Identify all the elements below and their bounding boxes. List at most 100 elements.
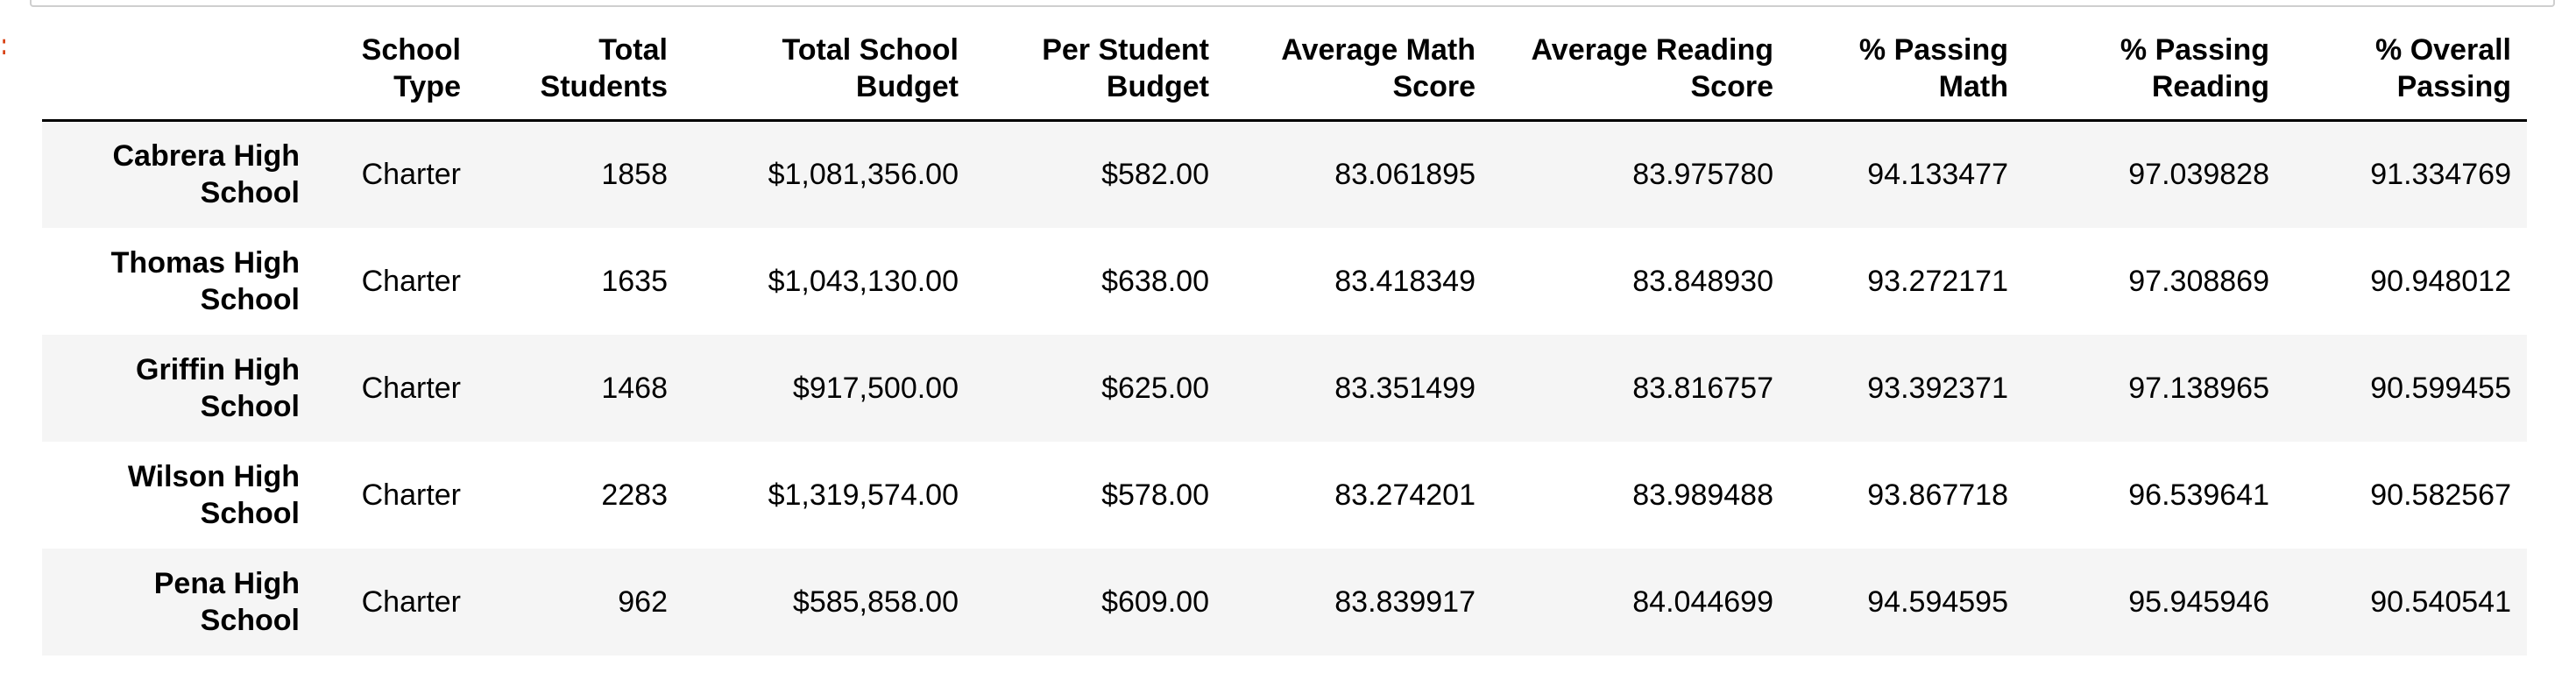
table-cell: $578.00: [1101, 478, 1209, 512]
table-cell: 97.308869: [2128, 264, 2269, 298]
table-cell: 1858: [601, 158, 668, 192]
table-header: School Type Total Students Total School …: [42, 32, 2527, 122]
row-index-school-name: Wilson High School: [42, 442, 315, 549]
table-cell: 95.945946: [2128, 584, 2269, 619]
column-header-line: Per Student: [1042, 33, 1209, 67]
table-cell: 83.848930: [1632, 264, 1773, 298]
column-header-line: Reading: [2151, 70, 2269, 103]
row-index-school-name: Cabrera High School: [42, 121, 315, 228]
column-header-line: Budget: [855, 70, 959, 103]
table-body: Cabrera High School Charter 1858 $1,081,…: [42, 120, 2527, 655]
column-header-passing-math: % Passing Math: [1789, 32, 2024, 122]
table-cell: 93.392371: [1867, 371, 2008, 405]
table-cell: 1468: [601, 371, 668, 405]
output-prompt-marker: :: [0, 32, 5, 58]
table-cell: 94.594595: [1867, 584, 2008, 619]
column-header-line: Budget: [1106, 70, 1209, 103]
table-cell: $582.00: [1101, 158, 1209, 192]
table-cell: Charter: [361, 158, 461, 192]
table-cell: 84.044699: [1632, 584, 1773, 619]
column-header-average-reading-score: Average Reading Score: [1491, 32, 1789, 122]
table-cell: 2283: [601, 478, 668, 512]
column-header-line: % Overall: [2375, 33, 2511, 67]
column-header-overall-passing: % Overall Passing: [2285, 32, 2527, 122]
dataframe-table: School Type Total Students Total School …: [42, 32, 2527, 655]
column-header-line: % Passing: [1858, 33, 2008, 67]
table-row: Pena High School Charter 962 $585,858.00…: [42, 548, 2527, 655]
table-row: Wilson High School Charter 2283 $1,319,5…: [42, 441, 2527, 549]
row-index-line: School: [200, 176, 300, 210]
column-header-line: Type: [393, 70, 461, 103]
column-header-line: Score: [1392, 70, 1476, 103]
table-cell: 90.948012: [2370, 264, 2511, 298]
row-index-line: Cabrera High: [112, 139, 301, 174]
table-cell: $1,043,130.00: [768, 264, 959, 298]
row-index-school-name: Griffin High School: [42, 335, 315, 442]
table-cell: Charter: [361, 371, 461, 405]
table-cell: 91.334769: [2370, 158, 2511, 192]
table-cell: 83.839917: [1334, 584, 1476, 619]
table-cell: 93.272171: [1867, 264, 2008, 298]
row-index-school-name: Pena High School: [42, 549, 315, 655]
column-header-line: School: [361, 33, 461, 67]
header-row: School Type Total Students Total School …: [42, 32, 2527, 122]
table-cell: 1635: [601, 264, 668, 298]
table-cell: $638.00: [1101, 264, 1209, 298]
table-cell: $1,081,356.00: [768, 158, 959, 192]
table-cell: 83.061895: [1334, 158, 1476, 192]
row-index-line: School: [200, 389, 300, 423]
table-cell: 90.540541: [2370, 584, 2511, 619]
column-header-line: Students: [540, 70, 668, 103]
row-index-line: School: [200, 282, 300, 316]
table-cell: 93.867718: [1867, 478, 2008, 512]
column-header-per-student-budget: Per Student Budget: [974, 32, 1225, 122]
column-header-line: Passing: [2396, 70, 2511, 103]
column-header-line: Total School: [782, 33, 959, 67]
row-index-line: Griffin High: [136, 352, 300, 386]
table-cell: 83.989488: [1632, 478, 1773, 512]
table-cell: Charter: [361, 584, 461, 619]
table-cell: $609.00: [1101, 584, 1209, 619]
column-header-school-type: School Type: [315, 32, 477, 122]
table-cell: 962: [618, 584, 668, 619]
table-row: Griffin High School Charter 1468 $917,50…: [42, 334, 2527, 442]
column-header-total-school-budget: Total School Budget: [683, 32, 974, 122]
column-header-line: Math: [1938, 70, 2008, 103]
column-header-total-students: Total Students: [477, 32, 683, 122]
row-index-line: School: [200, 496, 300, 530]
column-header-passing-reading: % Passing Reading: [2024, 32, 2285, 122]
column-header-line: Score: [1690, 70, 1774, 103]
table-cell: 83.351499: [1334, 371, 1476, 405]
table-cell: 90.599455: [2370, 371, 2511, 405]
table-cell: $585,858.00: [792, 584, 959, 619]
row-index-line: School: [200, 603, 300, 637]
table-cell: $917,500.00: [792, 371, 959, 405]
table-cell: 83.418349: [1334, 264, 1476, 298]
table-row: Cabrera High School Charter 1858 $1,081,…: [42, 120, 2527, 228]
column-header-line: Average Reading: [1531, 33, 1774, 67]
table-cell: 97.039828: [2128, 158, 2269, 192]
table-cell: 97.138965: [2128, 371, 2269, 405]
column-header-average-math-score: Average Math Score: [1225, 32, 1491, 122]
table-cell: 96.539641: [2128, 478, 2269, 512]
table-cell: 83.975780: [1632, 158, 1773, 192]
table-cell: 83.274201: [1334, 478, 1476, 512]
row-index-line: Pena High: [153, 566, 300, 600]
table-cell: $1,319,574.00: [768, 478, 959, 512]
column-header-line: Total: [598, 33, 668, 67]
table-cell: Charter: [361, 478, 461, 512]
table-cell: 90.582567: [2370, 478, 2511, 512]
index-header: [42, 32, 315, 122]
row-index-line: Wilson High: [127, 459, 300, 493]
table-cell: 94.133477: [1867, 158, 2008, 192]
row-index-school-name: Thomas High School: [42, 228, 315, 335]
previous-cell-border: [30, 0, 2555, 7]
table-cell: $625.00: [1101, 371, 1209, 405]
column-header-line: % Passing: [2120, 33, 2269, 67]
table-row: Thomas High School Charter 1635 $1,043,1…: [42, 227, 2527, 335]
table-cell: 83.816757: [1632, 371, 1773, 405]
column-header-line: Average Math: [1281, 33, 1476, 67]
table-cell: Charter: [361, 264, 461, 298]
row-index-line: Thomas High: [110, 245, 300, 280]
